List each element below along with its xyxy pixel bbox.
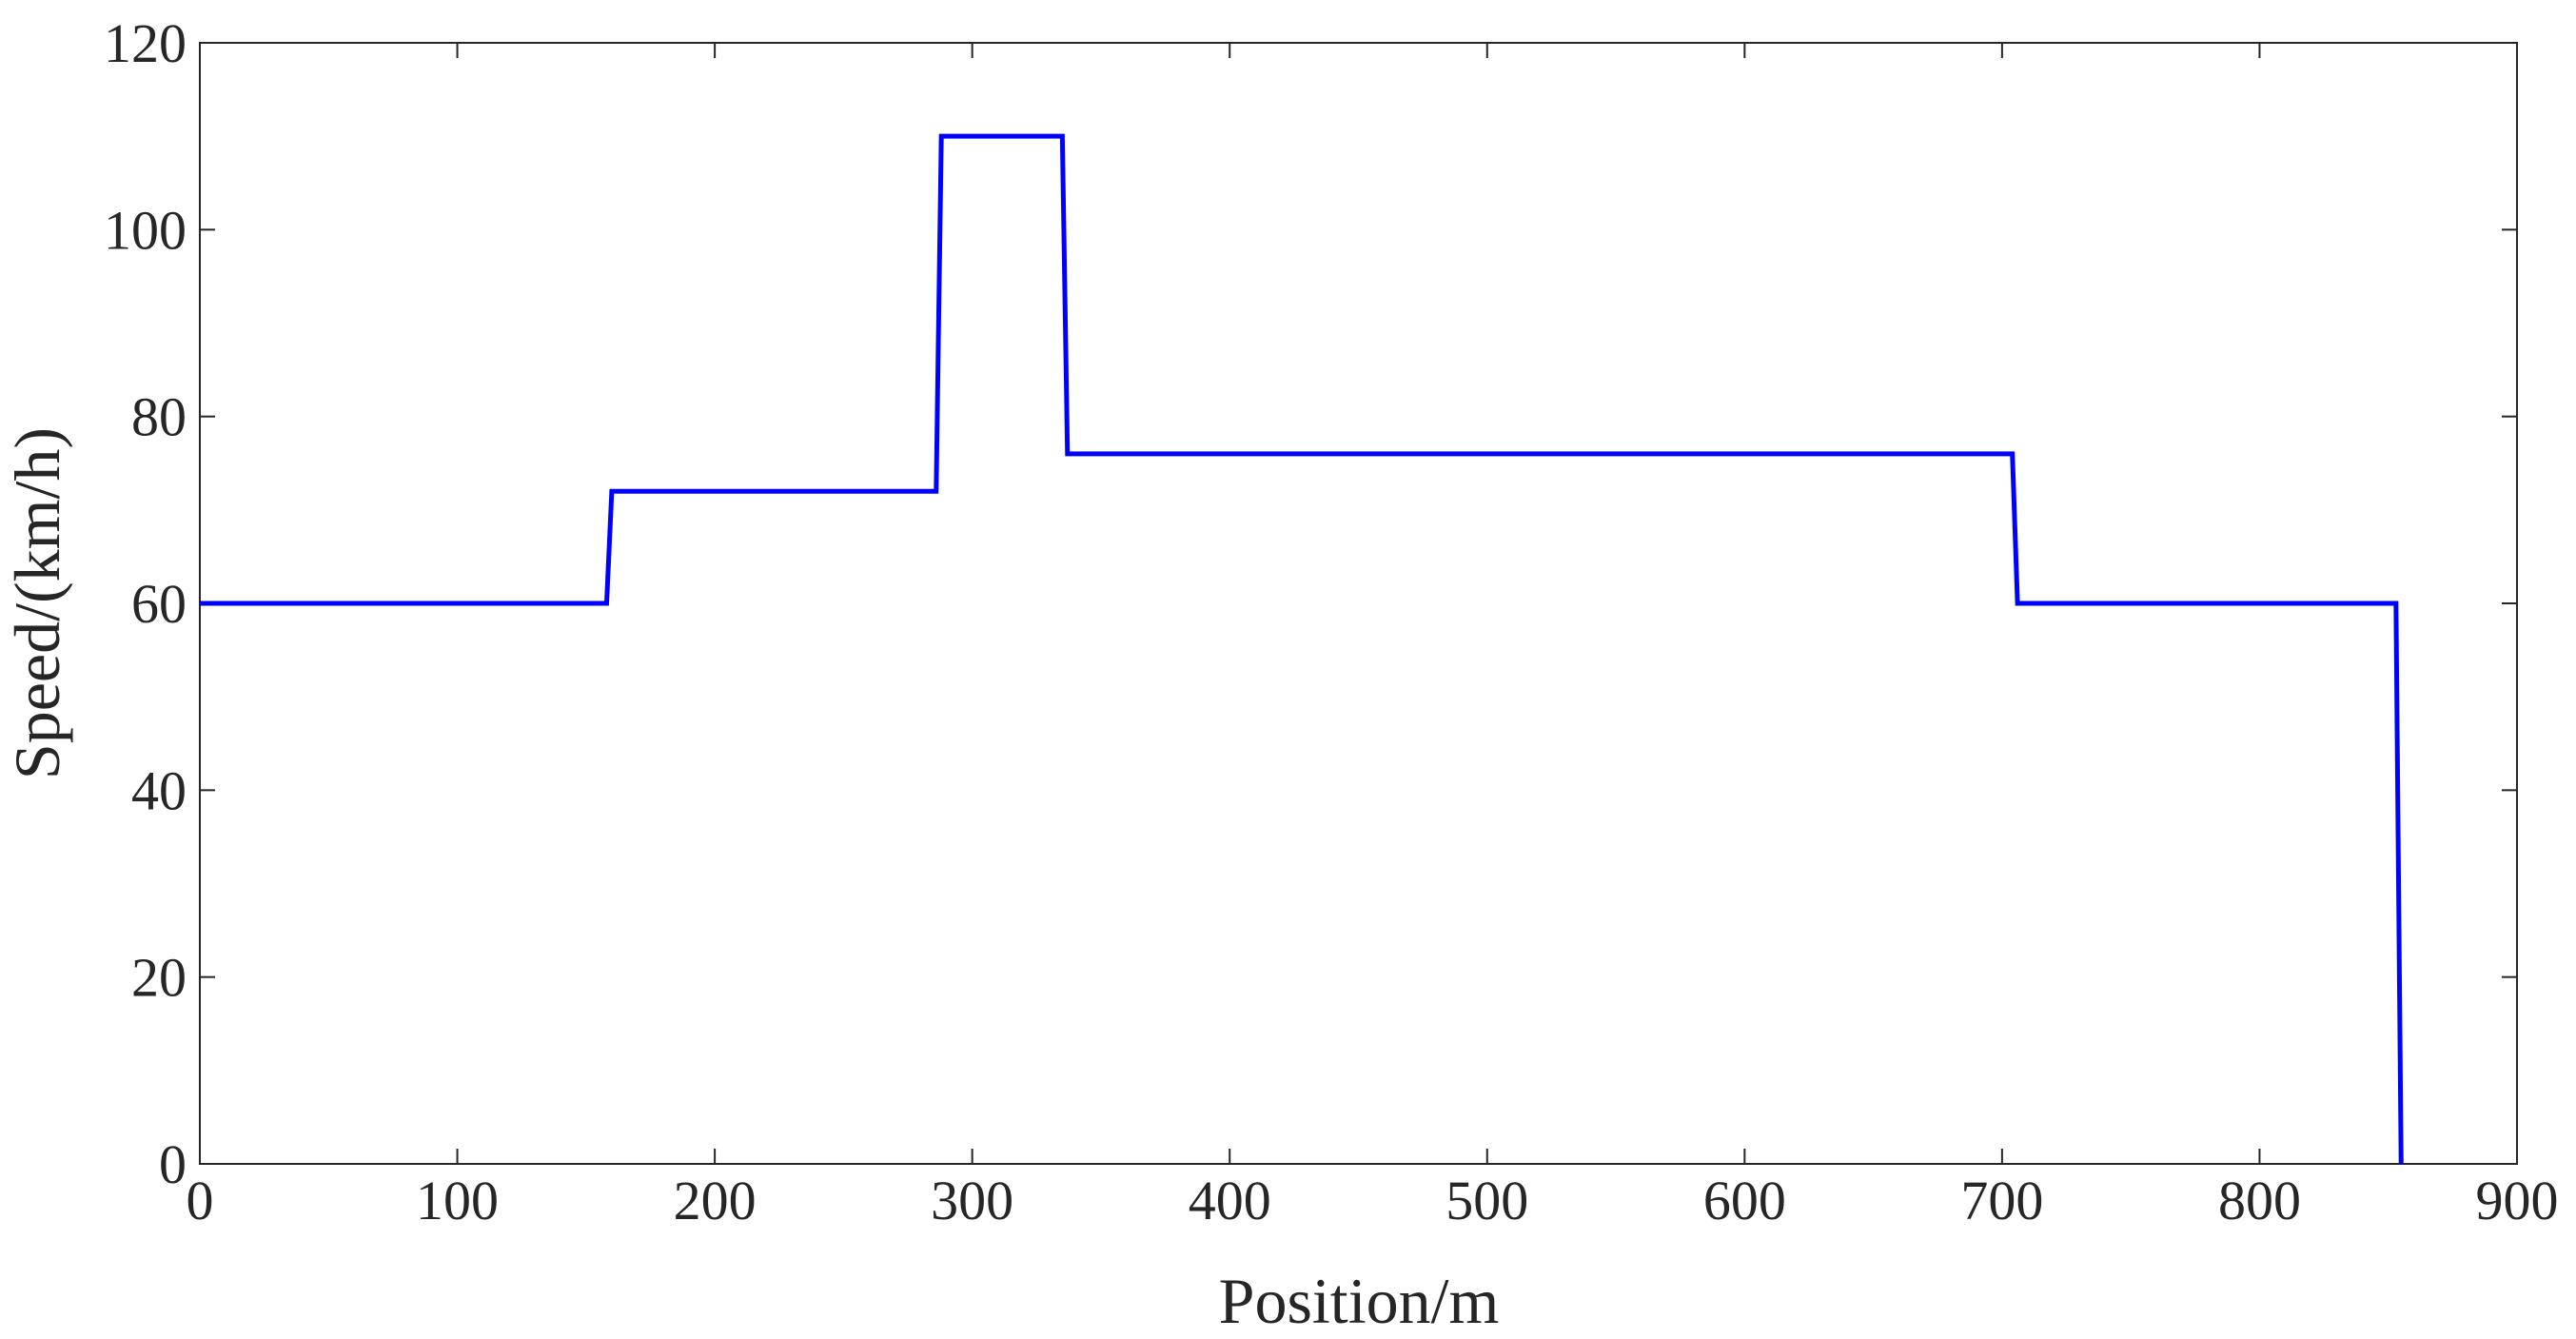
x-tick-label: 600 — [1703, 1170, 1786, 1231]
x-tick-label: 500 — [1445, 1170, 1528, 1231]
x-tick-label: 800 — [2218, 1170, 2301, 1231]
x-tick-label: 900 — [2476, 1170, 2559, 1231]
y-tick-label: 0 — [159, 1133, 187, 1195]
line-series — [200, 133, 2404, 1165]
x-tick-label: 300 — [931, 1170, 1013, 1231]
x-tick-label: 100 — [416, 1170, 499, 1231]
x-axis-label: Position/m — [1219, 1265, 1500, 1337]
x-tick-label: 700 — [1960, 1170, 2043, 1231]
y-tick-label: 80 — [131, 386, 187, 448]
y-tick-label: 40 — [131, 759, 187, 821]
y-tick-label: 20 — [131, 947, 187, 1009]
y-axis-label: Speed/(km/h) — [1, 427, 73, 779]
x-tick-label: 0 — [187, 1170, 214, 1231]
x-tick-label: 400 — [1189, 1170, 1271, 1231]
x-tick-label: 200 — [674, 1170, 757, 1231]
y-tick-label: 60 — [131, 573, 187, 635]
y-tick-label: 100 — [104, 199, 187, 261]
y-tick-label: 120 — [104, 12, 187, 74]
